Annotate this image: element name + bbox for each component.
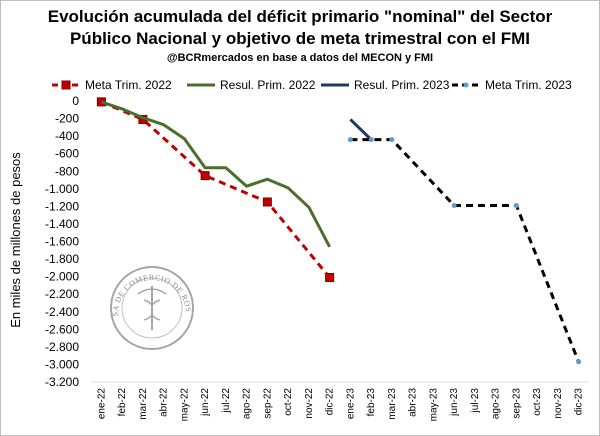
x-tick-label: nov-22 xyxy=(304,388,315,419)
data-point xyxy=(389,137,395,143)
legend-item: Resul. Prim. 2023 xyxy=(321,78,450,92)
y-tick-label: -1.400 xyxy=(45,217,79,231)
y-tick-label: -400 xyxy=(55,129,79,143)
x-tick-label: may-22 xyxy=(179,388,190,422)
data-point xyxy=(262,197,272,207)
y-tick-label: -2.200 xyxy=(45,287,79,301)
bcr-watermark-logo: BOLSA DE COMERCIO DE ROSARIO xyxy=(0,0,194,350)
x-axis: ene-22 feb-22 mar-22 abr-22 may-22 jun-22 jul-… xyxy=(91,381,589,422)
x-tick-label: mar-22 xyxy=(138,388,149,420)
y-tick-label: -3.000 xyxy=(45,357,79,371)
y-tick-label: -1.600 xyxy=(45,235,79,249)
series-line xyxy=(100,100,331,248)
y-tick-label: -2.000 xyxy=(45,270,79,284)
y-tick-label: 0 xyxy=(72,94,79,108)
series-1 xyxy=(96,97,335,283)
y-tick-label: -1.200 xyxy=(45,199,79,213)
data-point xyxy=(513,202,519,208)
series-line xyxy=(349,118,373,141)
legend-item: Meta Trim. 2023 xyxy=(452,78,572,92)
data-point xyxy=(200,171,210,181)
x-tick-label: jun-23 xyxy=(449,388,460,417)
legend-label: Meta Trim. 2022 xyxy=(85,78,172,92)
legend-item: Meta Trim. 2022 xyxy=(52,78,172,92)
x-tick-label: ago-23 xyxy=(491,388,502,420)
series-3 xyxy=(349,118,373,141)
x-tick-label: sep-23 xyxy=(511,388,522,419)
series-group xyxy=(96,97,582,365)
x-tick-label: oct-23 xyxy=(532,388,543,416)
series-line xyxy=(100,100,331,279)
x-tick-label: abr-23 xyxy=(408,388,419,417)
x-tick-label: ene-23 xyxy=(345,388,356,420)
chart-title-line2: Público Nacional y objetivo de meta trim… xyxy=(69,29,531,48)
data-point xyxy=(451,202,457,208)
x-tick-label: dic-22 xyxy=(325,388,336,416)
legend-item: Resul. Prim. 2022 xyxy=(187,78,316,92)
series-line xyxy=(350,138,580,363)
series-2 xyxy=(100,100,331,248)
x-tick-label: may-23 xyxy=(428,388,439,422)
legend-label: Resul. Prim. 2023 xyxy=(354,78,450,92)
y-tick-label: -1.800 xyxy=(45,252,79,266)
x-tick-label: oct-22 xyxy=(283,388,294,416)
x-tick-label: ago-22 xyxy=(242,388,253,420)
legend: Meta Trim. 2022 Resul. Prim. 2022 Resul. P… xyxy=(52,78,572,92)
y-axis-label: En miles de millones de pesos xyxy=(8,152,23,328)
chart-subtitle: @BCRmercados en base a datos del MECON y… xyxy=(166,52,434,64)
x-tick-label: mar-23 xyxy=(387,388,398,420)
data-point xyxy=(576,359,582,365)
y-axis: 0 -200 -400 -600 -800 -1.000 -1.200 -1.400 -1.60… xyxy=(45,94,79,389)
x-tick-label: sep-22 xyxy=(262,388,273,419)
y-tick-label: -2.600 xyxy=(45,322,79,336)
y-tick-label: -2.800 xyxy=(45,340,79,354)
legend-label: Resul. Prim. 2022 xyxy=(220,78,316,92)
x-tick-label: ene-22 xyxy=(96,388,107,420)
chart-title: Evolución acumulada del déficit primario… xyxy=(47,7,553,26)
legend-label: Meta Trim. 2023 xyxy=(485,78,572,92)
x-tick-label: abr-22 xyxy=(159,388,170,417)
y-tick-label: -600 xyxy=(55,147,79,161)
series-4 xyxy=(347,137,582,365)
data-point xyxy=(368,137,374,143)
x-tick-label: dic-23 xyxy=(574,388,585,416)
x-tick-label: feb-22 xyxy=(117,388,128,417)
y-tick-label: -200 xyxy=(55,112,79,126)
x-tick-label: jul-22 xyxy=(221,388,232,414)
x-tick-label: feb-23 xyxy=(366,388,377,417)
x-tick-label: jun-22 xyxy=(200,388,211,417)
data-point xyxy=(347,137,353,143)
data-point xyxy=(325,273,335,283)
y-tick-label: -2.400 xyxy=(45,305,79,319)
y-tick-label: -800 xyxy=(55,164,79,178)
x-tick-label: nov-23 xyxy=(553,388,564,419)
y-tick-label: -1.000 xyxy=(45,182,79,196)
y-tick-label: -3.200 xyxy=(45,375,79,389)
x-tick-label: jul-23 xyxy=(470,388,481,414)
